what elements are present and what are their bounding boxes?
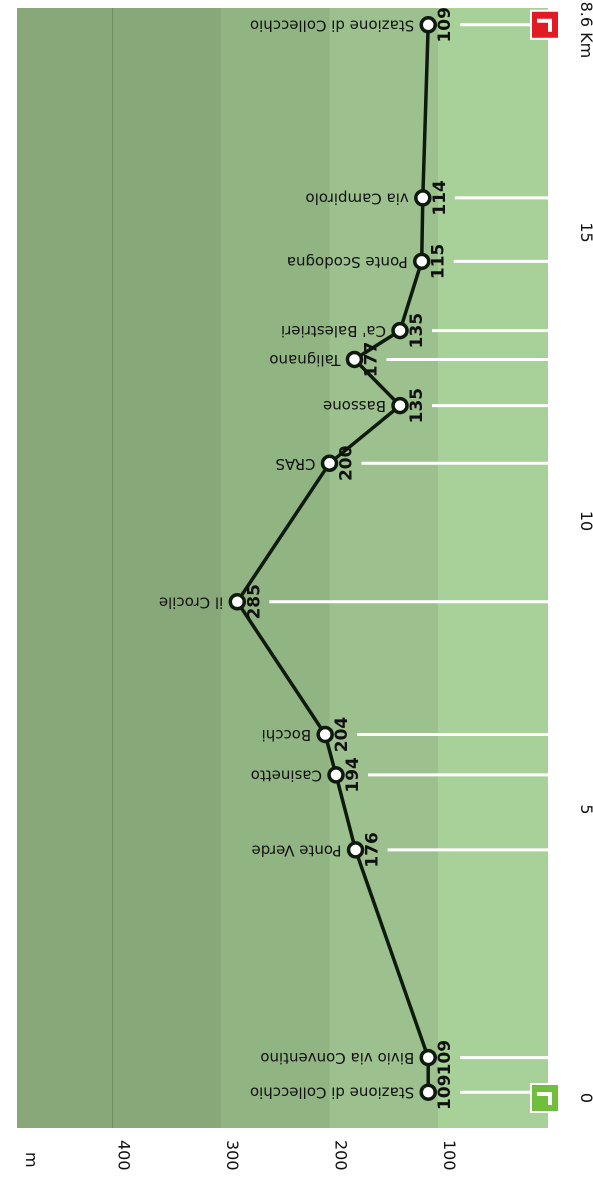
elevation-band bbox=[17, 8, 221, 1128]
waypoint-dot bbox=[412, 252, 431, 271]
waypoint-elevation-label: 109 bbox=[435, 1040, 455, 1076]
waypoint-dot bbox=[419, 1083, 437, 1101]
waypoint-dot bbox=[345, 350, 364, 369]
waypoint-name-label: Casinetto bbox=[251, 766, 322, 784]
start-marker-icon bbox=[537, 1092, 552, 1105]
x-axis-ticks: 0 5 10 15 18.6 Km bbox=[577, 0, 593, 1103]
waypoint-name-label: Bocchi bbox=[262, 726, 312, 744]
end-marker-box bbox=[530, 9, 560, 40]
waypoint-elevation-label: 114 bbox=[430, 180, 450, 216]
waypoint-elevation-label: 177 bbox=[361, 342, 381, 378]
x-tick-label: 18.6 Km bbox=[577, 0, 593, 58]
elevation-band bbox=[329, 8, 438, 1128]
waypoint-name-label: Stazione di Collecchio bbox=[250, 16, 414, 34]
y-tick-label: 200 bbox=[332, 1140, 351, 1171]
x-tick-label: 10 bbox=[577, 511, 593, 531]
end-marker bbox=[530, 9, 560, 40]
waypoint-dot bbox=[320, 454, 339, 473]
waypoints bbox=[228, 16, 437, 1101]
waypoint-elevation-label: 194 bbox=[343, 757, 363, 793]
y-axis-ticks: 100 200 300 400 m bbox=[22, 1140, 459, 1171]
waypoint-elevation-label: 204 bbox=[332, 717, 352, 753]
x-tick-label: 0 bbox=[577, 1093, 593, 1103]
waypoint-name-label: Ponte Verde bbox=[251, 841, 341, 859]
waypoint-dot bbox=[346, 841, 365, 859]
waypoint-labels: 109 Stazione di Collecchio 109 Bivio via Co… bbox=[159, 7, 455, 1110]
x-tick-label: 5 bbox=[577, 804, 593, 814]
waypoint-elevation-label: 115 bbox=[429, 244, 449, 280]
elevation-band bbox=[221, 8, 330, 1128]
waypoint-elevation-label: 109 bbox=[435, 1074, 455, 1110]
y-tick-label: 100 bbox=[440, 1140, 459, 1171]
waypoint-elevation-label: 109 bbox=[435, 7, 455, 43]
waypoint-elevation-label: 135 bbox=[407, 388, 427, 424]
waypoint-name-label: Bivio via Conventino bbox=[260, 1049, 414, 1067]
waypoint-name-label: Ca' Balestrieri bbox=[281, 322, 386, 340]
waypoint-name-label: Ponte Scodogna bbox=[287, 253, 408, 271]
waypoint-dot bbox=[228, 593, 247, 611]
y-axis-unit-label: m bbox=[22, 1152, 41, 1168]
waypoint-name-label: via Campirolo bbox=[305, 189, 408, 207]
waypoint-elevation-label: 135 bbox=[407, 313, 427, 349]
waypoint-dot bbox=[391, 396, 409, 415]
elevation-bands bbox=[17, 8, 548, 1128]
x-tick-label: 15 bbox=[577, 222, 593, 242]
waypoint-elevation-label: 285 bbox=[244, 584, 264, 620]
waypoint-dot bbox=[419, 16, 437, 34]
start-marker-box bbox=[530, 1083, 560, 1113]
waypoint-dot bbox=[316, 725, 334, 744]
elevation-band bbox=[438, 8, 548, 1128]
end-marker-icon bbox=[537, 18, 552, 32]
waypoint-name-label: CRAS bbox=[275, 455, 315, 473]
waypoint-elevation-label: 200 bbox=[337, 445, 357, 481]
waypoint-elevation-label: 176 bbox=[363, 832, 383, 868]
start-marker bbox=[530, 1083, 560, 1113]
waypoint-dot bbox=[391, 321, 409, 340]
start-end-markers bbox=[530, 9, 560, 1113]
waypoint-dot bbox=[414, 189, 432, 207]
y-tick-label: 300 bbox=[223, 1140, 242, 1171]
waypoint-name-label: Bassone bbox=[323, 397, 386, 415]
waypoint-name-label: Talignano bbox=[269, 351, 341, 369]
waypoint-name-label: il Crocile bbox=[159, 593, 223, 611]
waypoint-dot bbox=[327, 766, 345, 784]
y-tick-label: 400 bbox=[115, 1140, 134, 1171]
waypoint-name-label: Stazione di Collecchio bbox=[250, 1084, 414, 1102]
waypoint-dot bbox=[419, 1048, 437, 1067]
